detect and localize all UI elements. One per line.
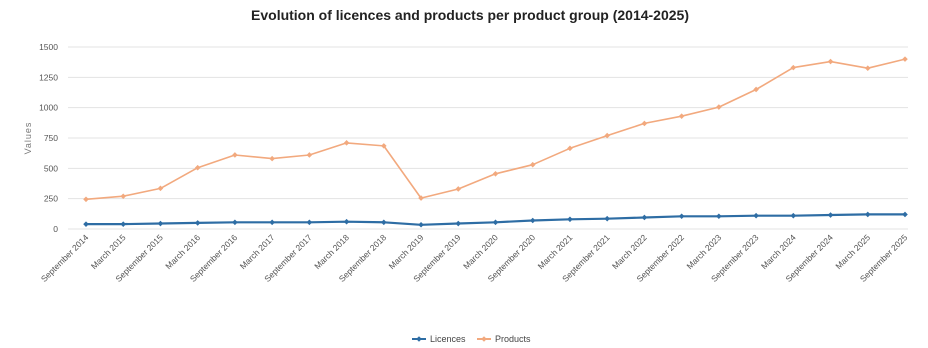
data-point[interactable] (157, 220, 164, 227)
x-tick-label: March 2015 (89, 232, 128, 271)
y-tick-label: 1000 (39, 103, 58, 113)
data-point[interactable] (83, 196, 89, 203)
x-tick-label: March 2021 (536, 232, 575, 271)
x-tick-label: March 2022 (610, 232, 649, 271)
data-point[interactable] (641, 214, 648, 221)
series-licences (83, 211, 908, 228)
y-tick-label: 0 (53, 224, 58, 234)
y-tick-label: 500 (44, 163, 58, 173)
data-point[interactable] (120, 221, 127, 227)
data-point[interactable] (567, 216, 573, 223)
data-point[interactable] (529, 161, 536, 168)
data-point[interactable] (604, 215, 610, 222)
legend-swatch-marker (416, 336, 422, 342)
data-point[interactable] (827, 212, 834, 218)
grid (68, 46, 908, 230)
data-point[interactable] (827, 58, 834, 65)
x-tick-label: March 2023 (684, 232, 723, 271)
data-point[interactable] (753, 86, 759, 93)
x-tick-label: March 2020 (461, 232, 500, 271)
data-point[interactable] (604, 132, 610, 139)
series-line (85, 58, 906, 201)
data-point[interactable] (790, 64, 797, 71)
y-tick-label: 1250 (39, 72, 58, 82)
data-point[interactable] (157, 185, 164, 192)
data-point[interactable] (492, 219, 499, 226)
data-point[interactable] (678, 213, 685, 220)
x-tick-label: March 2019 (387, 232, 426, 271)
data-point[interactable] (194, 164, 201, 171)
data-point[interactable] (343, 140, 350, 146)
x-tick-label: March 2024 (759, 232, 798, 271)
data-point[interactable] (83, 221, 89, 227)
data-point[interactable] (418, 195, 424, 201)
data-point[interactable] (753, 212, 759, 219)
data-point[interactable] (381, 143, 387, 149)
data-point[interactable] (492, 170, 499, 177)
legend[interactable]: Licences Products (412, 334, 531, 344)
data-point[interactable] (194, 220, 201, 226)
data-point[interactable] (343, 218, 350, 225)
y-tick-labels: 0 250 500 750 1000 1250 1500 (39, 42, 58, 234)
data-point[interactable] (902, 211, 908, 218)
data-point[interactable] (381, 219, 387, 226)
data-point[interactable] (641, 120, 648, 127)
data-point[interactable] (678, 113, 685, 119)
chart-title: Evolution of licences and products per p… (251, 7, 689, 23)
legend-item-licences[interactable]: Licences (412, 334, 466, 344)
data-point[interactable] (716, 104, 722, 110)
data-point[interactable] (306, 152, 313, 158)
y-tick-label: 250 (44, 194, 58, 204)
data-point[interactable] (455, 186, 462, 192)
legend-item-products[interactable]: Products (477, 334, 531, 344)
data-point[interactable] (716, 213, 722, 220)
data-point[interactable] (120, 193, 127, 200)
data-point[interactable] (864, 211, 871, 218)
x-tick-label: September 2014 (39, 232, 91, 284)
legend-label: Products (495, 334, 531, 344)
data-point[interactable] (864, 65, 871, 72)
x-tick-label: March 2017 (238, 232, 277, 271)
legend-swatch-marker (481, 336, 487, 342)
x-tick-label: March 2018 (312, 232, 351, 271)
x-tick-label: March 2025 (833, 232, 872, 271)
data-point[interactable] (232, 152, 238, 158)
data-point[interactable] (790, 212, 797, 219)
series-products (83, 56, 908, 203)
data-point[interactable] (902, 56, 908, 62)
legend-label: Licences (430, 334, 466, 344)
data-point[interactable] (306, 219, 313, 226)
y-axis-label: Values (23, 122, 33, 155)
data-point[interactable] (567, 145, 573, 152)
data-point[interactable] (269, 219, 275, 226)
series (83, 56, 908, 228)
y-tick-label: 1500 (39, 42, 58, 52)
data-point[interactable] (232, 219, 238, 226)
data-point[interactable] (455, 220, 462, 227)
data-point[interactable] (529, 217, 536, 224)
data-point[interactable] (418, 221, 424, 228)
data-point[interactable] (269, 155, 275, 162)
y-tick-label: 750 (44, 133, 58, 143)
x-tick-label: March 2016 (163, 232, 202, 271)
